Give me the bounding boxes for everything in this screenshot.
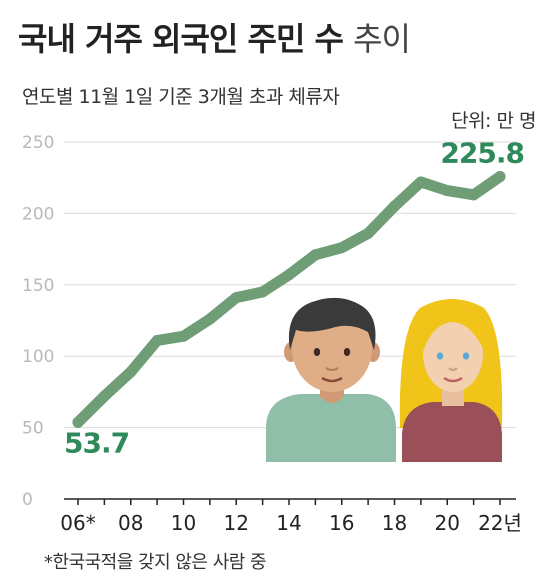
woman-eye-left xyxy=(436,352,444,360)
man-eye-left xyxy=(313,348,321,356)
x-tick-label: 08 xyxy=(118,511,143,535)
unit-label: 단위: 만 명 xyxy=(451,110,536,132)
man-hair xyxy=(288,297,376,350)
data-point xyxy=(125,366,137,378)
footnote: *한국국적을 갖지 않은 사람 중 xyxy=(44,552,267,573)
data-point xyxy=(283,269,295,281)
data-point xyxy=(72,416,84,428)
series-layer xyxy=(72,171,506,428)
title-light: 추이 xyxy=(353,20,411,58)
man-shirt xyxy=(266,394,396,462)
man-eye-right xyxy=(343,348,351,356)
woman-illustration xyxy=(399,299,503,462)
woman-eye-right xyxy=(462,352,470,360)
data-point xyxy=(257,286,269,298)
data-point xyxy=(468,189,480,201)
woman-top xyxy=(402,402,502,462)
data-label: 53.7 xyxy=(64,426,129,459)
data-point xyxy=(362,227,374,239)
data-point xyxy=(178,330,189,342)
y-tick-label: 100 xyxy=(22,347,54,367)
x-tick-label: 10 xyxy=(171,511,196,535)
data-point xyxy=(336,242,348,254)
data-point xyxy=(204,313,216,325)
y-tick-label: 250 xyxy=(22,133,54,153)
man-nose xyxy=(325,367,339,371)
title-main: 국내 거주 외국인 주민 수 xyxy=(18,20,344,58)
x-tick-label: 16 xyxy=(329,511,354,535)
x-tick-label: 20 xyxy=(435,511,460,535)
man-mouth xyxy=(321,376,343,383)
man-collar-skin xyxy=(320,396,344,403)
label-layer: 53.7 225.8 xyxy=(64,137,525,460)
data-point xyxy=(98,390,110,402)
woman-mouth xyxy=(443,376,463,383)
woman-nose xyxy=(448,367,458,371)
data-point xyxy=(494,171,506,183)
data-point xyxy=(389,200,400,212)
data-point xyxy=(151,334,163,346)
x-tick-label: 12 xyxy=(224,511,249,535)
woman-face xyxy=(423,316,483,392)
y-tick-label: 200 xyxy=(22,204,54,224)
x-tick-label: 18 xyxy=(382,511,407,535)
y-tick-label: 50 xyxy=(22,419,44,439)
man-illustration xyxy=(266,297,396,462)
x-tick-label: 06* xyxy=(60,511,95,535)
data-point xyxy=(441,185,453,197)
y-tick-label: 150 xyxy=(22,276,54,296)
data-label: 225.8 xyxy=(440,137,524,170)
x-tick-label: 22년 xyxy=(478,511,522,535)
data-point xyxy=(415,176,427,188)
chart-subtitle: 연도별 11월 1일 기준 3개월 초과 체류자 xyxy=(22,86,340,108)
y-tick-label: 0 xyxy=(22,490,33,510)
chart-title: 국내 거주 외국인 주민 수 추이 xyxy=(18,14,411,60)
woman-hair-front xyxy=(421,306,485,354)
x-tick-label: 14 xyxy=(276,511,301,535)
data-point xyxy=(230,292,242,304)
data-point xyxy=(309,249,321,261)
